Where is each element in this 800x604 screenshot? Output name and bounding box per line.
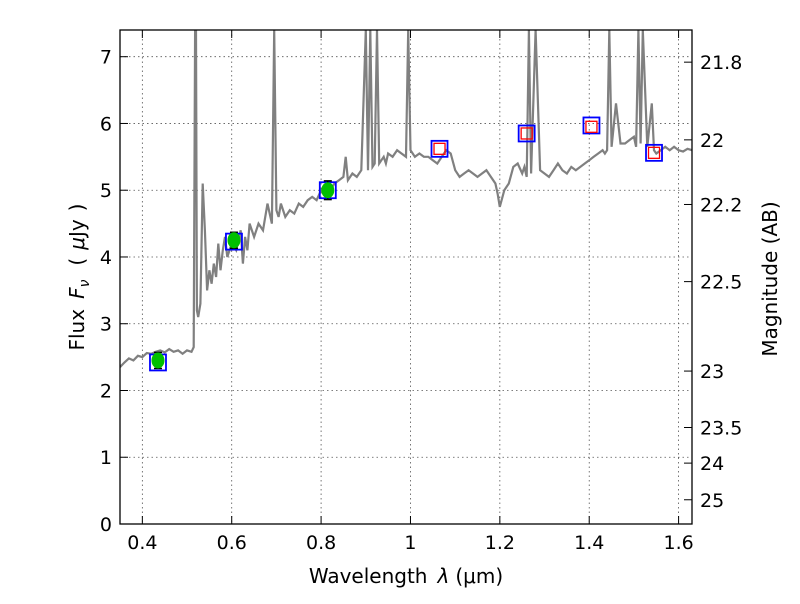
observed-point	[227, 232, 241, 249]
model-band-square	[645, 143, 663, 162]
y-tick-label: 5	[100, 180, 112, 202]
y2-tick-label: 22	[700, 130, 724, 152]
observed-point	[151, 352, 165, 369]
model-spectrum-line	[120, 30, 692, 368]
y2-axis-label: Magnitude (AB)	[758, 201, 782, 356]
y2-tick-label: 23	[700, 361, 724, 383]
y-axis-label: FluxFν(μJy)	[65, 203, 93, 350]
x-axis-label: Wavelength λ (μm)	[309, 564, 503, 588]
x-tick-label: 0.8	[306, 532, 336, 554]
y-tick-label: 1	[100, 447, 112, 469]
y2-tick-label: 22.2	[700, 194, 742, 216]
model-band-square	[582, 116, 601, 135]
observed-point	[321, 182, 335, 199]
model-band-square	[430, 139, 449, 158]
model-band-square	[517, 124, 536, 143]
model-spectrum	[120, 30, 692, 368]
y-tick-label: 3	[100, 314, 112, 336]
x-tick-label: 0.6	[217, 532, 247, 554]
y2-tick-label: 21.8	[700, 52, 742, 74]
y2-tick-label: 24	[700, 453, 724, 475]
x-tick-label: 1.2	[485, 532, 515, 554]
y-tick-label: 2	[100, 380, 112, 402]
plot-frame	[119, 29, 693, 525]
x-tick-label: 1.6	[663, 532, 693, 554]
x-tick-label: 1	[404, 532, 416, 554]
y-tick-label: 6	[100, 113, 112, 135]
predicted-band-square	[520, 127, 533, 140]
axes	[119, 29, 693, 525]
y-tick-label: 7	[100, 47, 112, 69]
y2-tick-label: 25	[700, 490, 724, 512]
photometry-points	[149, 116, 663, 372]
y2-tick-label: 23.5	[700, 418, 742, 440]
y2-tick-label: 22.5	[700, 272, 742, 294]
predicted-band-square	[647, 146, 661, 159]
y-tick-label: 0	[100, 514, 112, 536]
predicted-band-square	[585, 120, 598, 133]
y-tick-label: 4	[100, 247, 112, 269]
predicted-band-square	[433, 142, 446, 155]
x-tick-label: 0.4	[127, 532, 157, 554]
x-tick-label: 1.4	[574, 532, 604, 554]
